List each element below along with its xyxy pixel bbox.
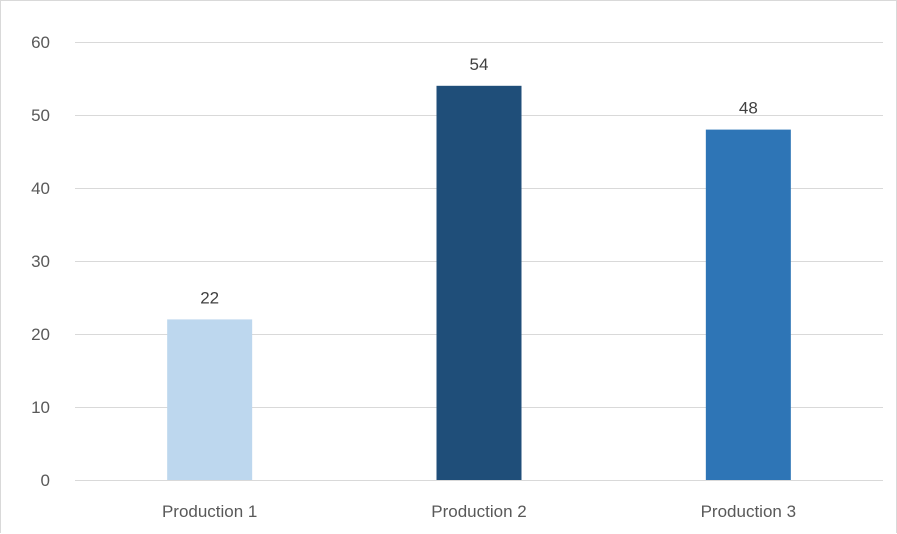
data-labels: 22 54 48 [200, 55, 758, 308]
data-label: 48 [739, 99, 758, 118]
x-tick-label: Production 1 [162, 502, 257, 521]
x-tick-label: Production 2 [431, 502, 526, 521]
y-tick-label: 40 [31, 179, 50, 198]
y-tick-label: 30 [31, 252, 50, 271]
x-tick-label: Production 3 [701, 502, 796, 521]
y-axis-tick-labels: 0 10 20 30 40 50 60 [31, 33, 50, 490]
bar-1 [167, 319, 253, 480]
y-tick-label: 0 [41, 471, 50, 490]
y-tick-label: 60 [31, 33, 50, 52]
bar-2 [436, 85, 522, 481]
data-label: 22 [200, 288, 219, 307]
bar-3 [705, 129, 791, 480]
x-axis-tick-labels: Production 1 Production 2 Production 3 [162, 502, 796, 521]
data-label: 54 [470, 55, 489, 74]
y-tick-label: 50 [31, 106, 50, 125]
y-tick-label: 10 [31, 398, 50, 417]
bars [167, 85, 791, 481]
y-tick-label: 20 [31, 325, 50, 344]
